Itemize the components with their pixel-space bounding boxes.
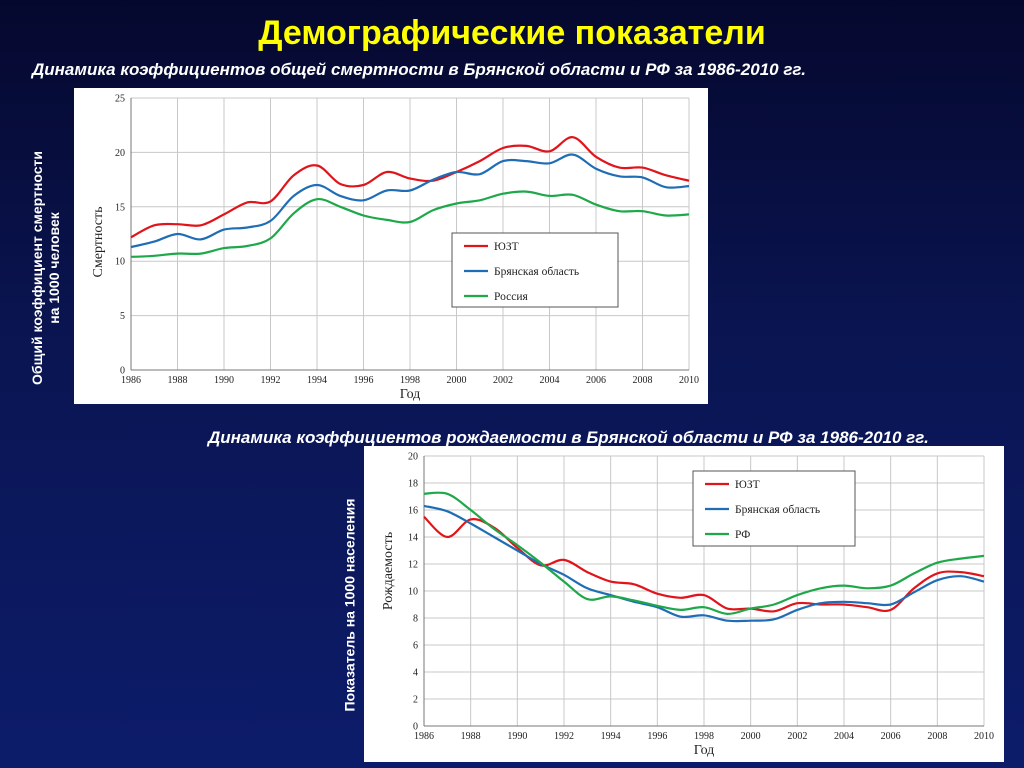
y-tick-label: 10	[408, 587, 418, 598]
y-tick-label: 0	[120, 366, 125, 377]
y-tick-label: 20	[408, 452, 418, 463]
series-line-3	[423, 491, 985, 616]
y-tick-label: 2	[413, 695, 418, 706]
x-tick-label: 1998	[694, 731, 714, 742]
y-tick-label: 10	[115, 257, 125, 268]
y-axis-title: Смертность	[91, 207, 106, 278]
y-tick-label: 25	[115, 94, 125, 105]
x-tick-label: 1998	[400, 375, 420, 386]
x-tick-label: 2006	[586, 375, 606, 386]
x-tick-label: 1988	[168, 375, 188, 386]
slide-title: Демографические показатели	[258, 14, 766, 52]
births-side-label: Показатель на 1000 населения	[341, 498, 358, 712]
y-tick-label: 5	[120, 311, 125, 322]
legend-label-3: Россия	[494, 291, 529, 303]
x-tick-label: 2000	[741, 731, 761, 742]
x-tick-label: 2010	[974, 731, 994, 742]
x-axis-title: Год	[400, 387, 421, 402]
x-tick-label: 1988	[461, 731, 481, 742]
x-tick-label: 2008	[927, 731, 947, 742]
x-tick-label: 2008	[633, 375, 653, 386]
x-tick-label: 1992	[554, 731, 574, 742]
x-tick-label: 2000	[447, 375, 467, 386]
x-tick-label: 2004	[540, 375, 560, 386]
legend-label-2: Брянская область	[735, 504, 820, 516]
legend-label-2: Брянская область	[494, 266, 579, 278]
y-tick-label: 4	[413, 668, 418, 679]
births-chart-panel: 0 2 4 6 8 10 12 14 16 18 20 1986 1988 1990 1992 1994 199…	[364, 446, 1004, 762]
y-tick-label: 12	[408, 560, 418, 571]
x-tick-label: 2002	[787, 731, 807, 742]
births-subtitle: Динамика коэффициентов рождаемости в Бря…	[208, 428, 929, 447]
x-tick-label: 2006	[881, 731, 901, 742]
series-line-1	[130, 136, 690, 239]
x-axis-title: Год	[694, 743, 715, 758]
x-tick-label: 1990	[507, 731, 527, 742]
x-tick-label: 1994	[601, 731, 621, 742]
x-tick-label: 1990	[214, 375, 234, 386]
y-tick-label: 0	[413, 722, 418, 733]
y-axis-title: Рождаемость	[381, 532, 396, 610]
x-tick-label: 2002	[493, 375, 513, 386]
mortality-subtitle: Динамика коэффициентов общей смертности …	[32, 60, 806, 79]
x-tick-label: 1994	[307, 375, 327, 386]
mortality-chart: 0 5 10 15 20 25 1986 1988 1990 1992 1994 1996 1998 20…	[91, 94, 699, 403]
y-tick-label: 18	[408, 479, 418, 490]
mortality-side-label: Общий коэффициент смертности на 1000 чел…	[29, 151, 63, 385]
x-tick-label: 1996	[647, 731, 667, 742]
mortality-chart-panel: 0 5 10 15 20 25 1986 1988 1990 1992 1994 1996 1998 20…	[74, 88, 708, 404]
legend-label-3: РФ	[735, 529, 750, 541]
y-tick-label: 6	[413, 641, 418, 652]
y-tick-label: 20	[115, 148, 125, 159]
series-line-1	[423, 515, 985, 613]
mortality-side-label-line2: на 1000 человек	[46, 212, 62, 324]
x-tick-label: 1996	[354, 375, 374, 386]
series-line-2	[130, 153, 690, 249]
y-tick-label: 16	[408, 506, 418, 517]
births-chart: 0 2 4 6 8 10 12 14 16 18 20 1986 1988 1990 1992 1994 199…	[381, 452, 994, 759]
legend-label-1: ЮЗТ	[494, 241, 519, 253]
x-tick-label: 1986	[121, 375, 141, 386]
x-tick-label: 2010	[679, 375, 699, 386]
y-tick-label: 15	[115, 202, 125, 213]
x-tick-label: 2004	[834, 731, 854, 742]
x-tick-label: 1992	[261, 375, 281, 386]
mortality-side-label-line1: Общий коэффициент смертности	[29, 151, 45, 385]
series-line-3	[130, 190, 690, 258]
y-tick-label: 8	[413, 614, 418, 625]
y-tick-label: 14	[408, 533, 418, 544]
series-line-2	[423, 504, 985, 623]
x-tick-label: 1986	[414, 731, 434, 742]
legend-label-1: ЮЗТ	[735, 479, 760, 491]
